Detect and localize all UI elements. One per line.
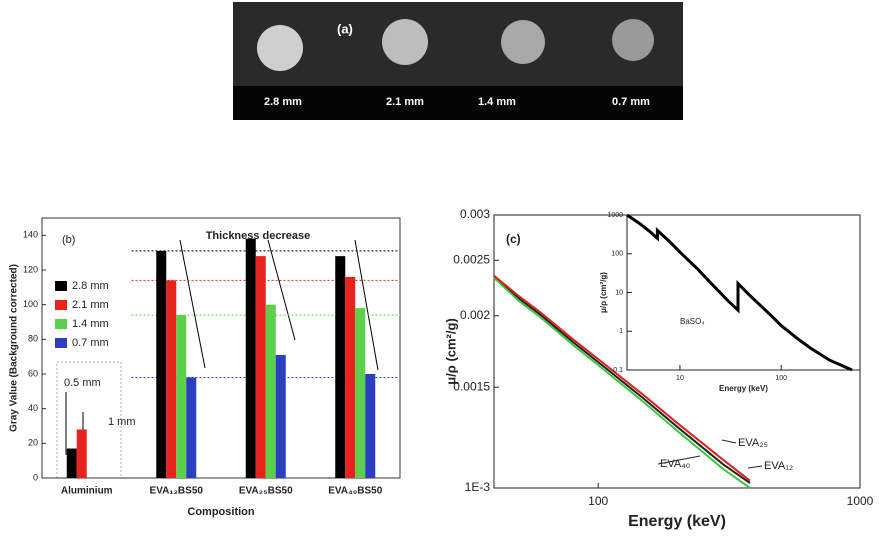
y-tick-label: 1E-3 <box>465 480 491 494</box>
legend-label: 2.1 mm <box>72 299 109 311</box>
annotation: 0.5 mm <box>64 377 101 389</box>
bar <box>276 355 286 478</box>
y-tick-label: 80 <box>28 334 38 344</box>
y-tick-label: 100 <box>23 299 38 309</box>
y-tick-label: 0.002 <box>460 308 490 322</box>
bar <box>176 315 186 478</box>
disc-label: 1.4 mm <box>478 96 516 108</box>
disc <box>382 19 428 65</box>
panel-label: (a) <box>337 21 353 36</box>
series-label: EVA₁₂ <box>764 460 793 472</box>
series-label: EVA₄₀ <box>660 458 690 470</box>
legend-swatch <box>55 319 67 329</box>
disc-label: 2.1 mm <box>386 96 424 108</box>
annotation: BaSO₄ <box>680 317 705 326</box>
y-tick-label: 1 <box>619 328 623 335</box>
x-tick-label: EVA₁₂BS50 <box>150 486 204 497</box>
panel-label: (c) <box>506 232 521 246</box>
y-tick-label: 60 <box>28 368 38 378</box>
y-tick-label: 0.1 <box>613 367 623 374</box>
bar <box>256 256 266 478</box>
bar <box>365 374 375 478</box>
bar <box>156 251 166 478</box>
legend-swatch <box>55 300 67 310</box>
bar <box>345 277 355 478</box>
y-tick-label: 100 <box>611 251 623 258</box>
y-tick-label: 140 <box>23 230 38 240</box>
disc-label: 2.8 mm <box>264 96 302 108</box>
bar <box>186 377 196 478</box>
y-tick-label: 0.0015 <box>453 379 490 393</box>
y-axis-label: μ/ρ (cm²/g) <box>599 272 608 313</box>
x-tick-label: EVA₂₅BS50 <box>239 486 293 497</box>
bar <box>335 256 345 478</box>
legend-swatch <box>55 281 67 291</box>
bar <box>246 239 256 478</box>
disc-label: 0.7 mm <box>612 96 650 108</box>
bar <box>355 308 365 478</box>
figure: (a) 2.8 mm 2.1 mm 1.4 mm 0.7 mm 0 20 40 60 8… <box>0 0 879 538</box>
y-tick-label: 0.0025 <box>453 252 490 266</box>
x-axis-label: Composition <box>187 506 254 518</box>
disc <box>501 20 545 64</box>
legend-label: 2.8 mm <box>72 280 109 292</box>
y-tick-label: 10 <box>615 289 623 296</box>
y-tick-label: 20 <box>28 438 38 448</box>
annotation: 1 mm <box>108 416 136 428</box>
panel-label: (b) <box>62 234 75 246</box>
annotation: Thickness decrease <box>206 230 311 242</box>
bar <box>166 280 176 478</box>
x-tick-label: EVA₄₀BS50 <box>328 486 383 497</box>
plot-frame <box>627 215 860 370</box>
x-tick-label: Aluminium <box>61 486 113 497</box>
x-tick-label: 100 <box>588 494 608 508</box>
x-axis-label: Energy (keV) <box>628 513 726 530</box>
y-tick-label: 120 <box>23 264 38 274</box>
legend-swatch <box>55 338 67 348</box>
bar <box>67 449 77 478</box>
disc <box>612 19 654 61</box>
y-tick-label: 1000 <box>607 212 623 219</box>
series-label: EVA₂₅ <box>738 437 768 449</box>
legend-label: 0.7 mm <box>72 337 109 349</box>
x-tick-label: 1000 <box>847 494 874 508</box>
bar <box>266 305 276 478</box>
bar <box>77 429 87 478</box>
legend-label: 1.4 mm <box>72 318 109 330</box>
panel-a: (a) 2.8 mm 2.1 mm 1.4 mm 0.7 mm <box>233 2 683 120</box>
y-tick-label: 0.003 <box>460 207 490 221</box>
x-axis-label: Energy (keV) <box>719 384 768 393</box>
disc <box>257 25 303 71</box>
x-tick-label: 10 <box>676 375 684 382</box>
y-axis-label: μ/ρ (cm²/g) <box>443 318 458 385</box>
x-tick-label: 100 <box>775 375 787 382</box>
y-tick-label: 0 <box>33 472 38 482</box>
panel-b-decor <box>57 240 378 478</box>
y-tick-label: 40 <box>28 403 38 413</box>
y-axis-label: Gray Value (Background corrected) <box>9 264 20 432</box>
